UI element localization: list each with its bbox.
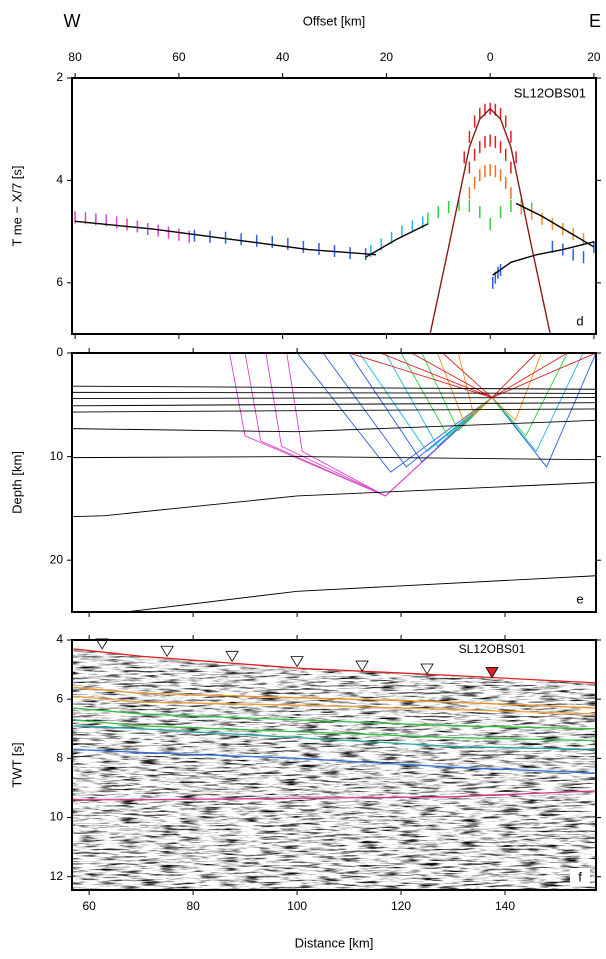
obs-marker (290, 656, 304, 668)
model-curve (492, 241, 595, 276)
x-tick-label: 60 (82, 899, 96, 913)
horizon (72, 391, 596, 394)
y-tick-label: 6 (56, 691, 63, 705)
y-axis-label: T me − X/7 [s] (9, 165, 24, 246)
ray (491, 353, 596, 398)
direction-label: E (589, 11, 601, 31)
x-tick-label: 80 (186, 899, 200, 913)
ray (442, 353, 493, 398)
obs-marker (95, 638, 109, 650)
ray (348, 353, 493, 398)
x-tick-label: 40 (276, 50, 290, 64)
horizon (72, 385, 596, 390)
horizon (73, 707, 596, 730)
panel: 2 4 6 80 60 40 20 0 20 T me − X/7 [s] Offset [km] W… (9, 11, 601, 339)
frame (71, 639, 597, 891)
station-label: SL12OBS01 (459, 642, 526, 656)
ray (229, 353, 493, 497)
ray (491, 353, 584, 453)
y-tick-label: 8 (56, 751, 63, 765)
ray (491, 353, 537, 398)
y-tick-label: 4 (56, 173, 63, 187)
horizon (73, 686, 596, 709)
ray (437, 353, 493, 422)
panel: 0 10 20 Depth [km] e (9, 345, 601, 617)
x-tick-label: 0 (487, 50, 494, 64)
ray (457, 353, 493, 417)
obs-marker (420, 663, 434, 675)
horizon (73, 719, 596, 742)
model-curve (365, 223, 429, 258)
y-tick-label: 2 (56, 70, 63, 84)
obs-marker (355, 660, 369, 672)
plot-area (72, 648, 596, 890)
panel: 4 6 8 10 12 60 80 100 120 140 TWT [s] Distance [km]… (9, 632, 601, 950)
y-tick-label: 10 (50, 449, 64, 463)
horizon (72, 482, 596, 518)
x-tick-label: 20 (587, 50, 601, 64)
ray (491, 353, 568, 437)
horizon (72, 408, 596, 413)
model-curve (429, 107, 551, 334)
y-tick-label: 4 (56, 632, 63, 646)
y-tick-label: 6 (56, 275, 63, 289)
y-tick-label: 20 (50, 552, 64, 566)
obs-marker (485, 667, 499, 679)
x-tick-label: 100 (287, 899, 307, 913)
ray (491, 353, 596, 468)
horizon (72, 456, 596, 461)
panel-label: e (576, 591, 583, 606)
station-label: SL12OBS01 (514, 85, 586, 100)
y-tick-label: 10 (50, 810, 64, 824)
x-tick-label: 80 (68, 50, 82, 64)
x-tick-label: 120 (391, 899, 411, 913)
ray (380, 353, 493, 398)
seismic-texture (72, 648, 596, 890)
ray (359, 353, 493, 453)
y-axis-label: TWT [s] (9, 742, 24, 787)
model-curve (75, 220, 377, 256)
frame (71, 352, 597, 613)
horizon (72, 419, 596, 433)
x-tick-label: 20 (380, 50, 394, 64)
horizon (73, 748, 596, 774)
x-axis-label: Offset [km] (303, 13, 366, 28)
x-tick-label: 140 (495, 899, 515, 913)
ray (385, 353, 493, 447)
direction-label: W (64, 11, 81, 31)
obs-marker (160, 645, 174, 658)
obs-marker (225, 650, 239, 663)
ray (491, 353, 568, 398)
horizon (73, 648, 596, 684)
panel-label: f (578, 869, 582, 884)
panel-label: d (576, 313, 583, 328)
x-tick-label: 60 (172, 50, 186, 64)
panel-label-bg (570, 312, 590, 330)
horizon (72, 402, 596, 407)
horizon (72, 397, 596, 400)
horizon (73, 695, 596, 715)
frame (71, 77, 597, 335)
panel-label-bg (570, 590, 590, 608)
horizon (73, 725, 596, 751)
y-tick-label: 12 (50, 869, 64, 883)
horizon (125, 575, 596, 612)
y-axis-label: Depth [km] (9, 451, 24, 514)
plot-area (72, 353, 596, 612)
ray (400, 353, 493, 437)
seismic-image (72, 648, 596, 890)
horizon (73, 790, 596, 801)
ray (411, 353, 493, 398)
plot-area (74, 102, 595, 334)
ray (491, 353, 542, 422)
x-axis-label: Distance [km] (295, 935, 374, 950)
panel-label-bg (570, 868, 590, 886)
model-curve (515, 202, 595, 248)
y-tick-label: 0 (56, 345, 63, 359)
